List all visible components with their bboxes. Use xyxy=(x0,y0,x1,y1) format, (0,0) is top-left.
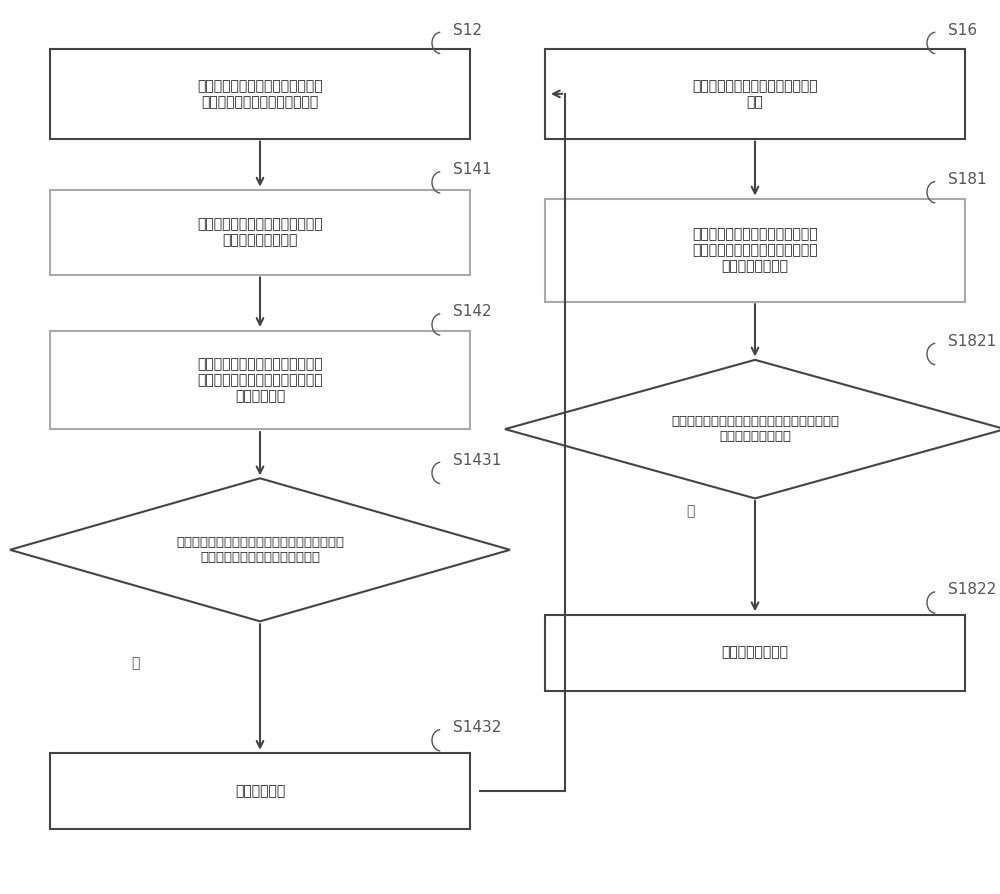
FancyBboxPatch shape xyxy=(50,331,470,429)
Text: S16: S16 xyxy=(948,22,977,38)
FancyBboxPatch shape xyxy=(545,199,965,302)
Text: S181: S181 xyxy=(948,172,987,187)
Text: 执行第一交易失败: 执行第一交易失败 xyxy=(722,645,788,660)
Text: S1821: S1821 xyxy=(948,333,996,349)
Text: 根据各未删除的第一交易生成第一
区块: 根据各未删除的第一交易生成第一 区块 xyxy=(692,79,818,109)
Text: S142: S142 xyxy=(453,304,492,319)
Text: 删除第一交易: 删除第一交易 xyxy=(235,784,285,798)
Text: 在执行第一交易前根据第二区块时
间、预配置的打包下限参数生成第
一交易的查重区间: 在执行第一交易前根据第二区块时 间、预配置的打包下限参数生成第 一交易的查重区间 xyxy=(692,227,818,274)
Text: S141: S141 xyxy=(453,162,492,177)
Text: 在查重区间的各区块的交易哈希中查找是否存在
第一交易的交易哈希: 在查重区间的各区块的交易哈希中查找是否存在 第一交易的交易哈希 xyxy=(671,415,839,443)
FancyBboxPatch shape xyxy=(545,615,965,690)
FancyBboxPatch shape xyxy=(545,49,965,139)
Text: 是: 是 xyxy=(131,656,139,670)
Text: 根据交易时间基数、预配置的允许
打包上限参数生成第一交易的第一
允许打包区间: 根据交易时间基数、预配置的允许 打包上限参数生成第一交易的第一 允许打包区间 xyxy=(197,357,323,403)
Text: S1432: S1432 xyxy=(453,720,501,735)
Polygon shape xyxy=(10,478,510,621)
Text: 是: 是 xyxy=(686,504,694,519)
Text: S12: S12 xyxy=(453,22,482,38)
Polygon shape xyxy=(505,359,1000,499)
Text: S1431: S1431 xyxy=(453,452,501,468)
Text: 根据第一交易的超时信息生成第一
交易的交易时间基数: 根据第一交易的超时信息生成第一 交易的交易时间基数 xyxy=(197,217,323,248)
FancyBboxPatch shape xyxy=(50,190,470,275)
Text: 根据第一允许打包区间和生成第一区块高度的第
二区块时间判断第一交易是否过期: 根据第一允许打包区间和生成第一区块高度的第 二区块时间判断第一交易是否过期 xyxy=(176,536,344,564)
Text: 响应于获得第一区块高度的第一区
块的挖矿权，拉取若干第一交易: 响应于获得第一区块高度的第一区 块的挖矿权，拉取若干第一交易 xyxy=(197,79,323,109)
FancyBboxPatch shape xyxy=(50,49,470,139)
FancyBboxPatch shape xyxy=(50,753,470,830)
Text: S1822: S1822 xyxy=(948,582,996,597)
